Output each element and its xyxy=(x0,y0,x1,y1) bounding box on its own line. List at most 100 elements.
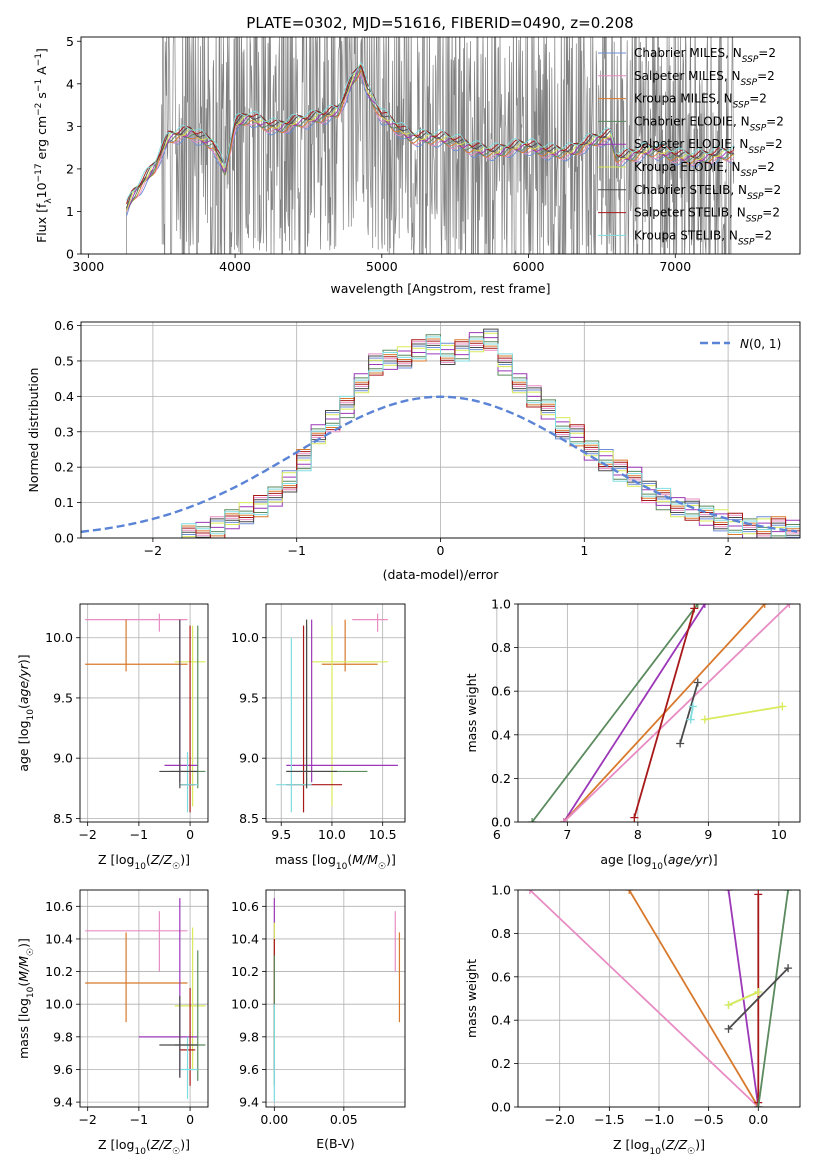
y-tick-label: 10.4 xyxy=(231,931,259,946)
axis-frame: −2 −1 0 9.4 9.6 9.8 10.0 10.2 10.4 10.6 Z [log10(Z… xyxy=(16,889,209,1157)
axes-border xyxy=(265,889,406,1108)
axis-frame: −2 −1 0 1 2 0.0 0.1 0.2 0.3 0.4 0.5 0.6 N(0, 1) (data… xyxy=(26,318,801,582)
x-axis-label: Z [log10(Z/Z☉)] xyxy=(98,852,190,872)
x-tick-label: −2 xyxy=(78,1112,96,1127)
legend-label: Kroupa MILES, NSSP=2 xyxy=(634,92,767,111)
plot-area xyxy=(85,898,206,1099)
y-tick-label: 5 xyxy=(66,34,74,49)
y-tick-label: 1.0 xyxy=(491,597,511,612)
plot-area xyxy=(525,890,793,1107)
x-tick-label: 6 xyxy=(493,827,501,842)
x-axis-label: wavelength [Angstrom, rest frame] xyxy=(330,281,550,296)
x-tick-label: 2 xyxy=(724,543,732,558)
y-tick-label: 10.6 xyxy=(231,899,259,914)
y-tick-label: 9.8 xyxy=(239,1029,259,1044)
x-tick-label: 0 xyxy=(437,543,445,558)
x-tick-label: 0 xyxy=(186,827,194,842)
axes-border xyxy=(79,889,209,1108)
legend-label: Salpeter MILES, NSSP=2 xyxy=(634,69,775,88)
mass-weight-marker xyxy=(693,678,702,687)
y-tick-label: 0.0 xyxy=(491,815,511,830)
x-axis-label: E(B-V) xyxy=(316,1136,355,1151)
x-tick-label: 4000 xyxy=(219,259,251,274)
x-tick-label: −1 xyxy=(130,1112,148,1127)
mass-weight-line xyxy=(704,705,783,721)
y-tick-label: 10.0 xyxy=(231,630,259,645)
y-axis-label: mass weight xyxy=(464,673,479,752)
mass-weight-marker xyxy=(784,890,793,894)
legend: Chabrier MILES, NSSP=2 Salpeter MILES, NS… xyxy=(598,46,784,247)
x-tick-label: 0.00 xyxy=(260,1112,288,1127)
y-tick-label: 9.0 xyxy=(239,751,259,766)
legend-label: Chabrier ELODIE, NSSP=2 xyxy=(634,114,784,133)
mass-weight-line xyxy=(633,608,696,818)
gridlines xyxy=(80,890,208,1107)
axis-frame: −2.0 −1.5 −1.0 −0.5 0.0 0.0 0.2 0.4 0.6 0.8 1.0 Z [… xyxy=(464,883,801,1157)
y-tick-label: 9.4 xyxy=(53,1095,73,1110)
y-tick-label: 9.6 xyxy=(53,1062,73,1077)
mass-weight-marker xyxy=(724,1001,733,1010)
axes-mass_weight_vs_age: 6 7 8 9 10 0.0 0.2 0.4 0.6 0.8 1.0 age [log10(age/y… xyxy=(464,597,801,872)
mass-weight-marker xyxy=(760,604,769,608)
histogram-step xyxy=(81,336,800,538)
y-tick-label: 10.6 xyxy=(45,899,73,914)
y-tick-label: 2 xyxy=(66,161,74,176)
x-tick-label: 0.05 xyxy=(330,1112,358,1127)
y-tick-label: 0.6 xyxy=(491,969,511,984)
axes-age_vs_mass: 9.5 10.0 10.5 8.5 9.0 9.5 10.0 mass [log10(M/M☉… xyxy=(231,603,406,872)
y-tick-label: 4 xyxy=(66,76,74,91)
x-tick-label: −2 xyxy=(78,827,96,842)
y-axis-label: mass weight xyxy=(464,959,479,1038)
axes-residuals: −2 −1 0 1 2 0.0 0.1 0.2 0.3 0.4 0.5 0.6 N(0, 1) (data… xyxy=(26,318,801,582)
model-spectrum-line xyxy=(126,61,735,201)
mass-weight-line xyxy=(529,890,759,1107)
mass-weight-marker xyxy=(686,715,695,724)
y-tick-label: 0.4 xyxy=(491,1013,511,1028)
model-spectrum-line xyxy=(126,65,735,210)
legend-label: Kroupa STELIB, NSSP=2 xyxy=(634,228,772,247)
x-tick-label: −2 xyxy=(144,543,162,558)
axes-mass_weight_vs_Z: −2.0 −1.5 −1.0 −0.5 0.0 0.0 0.2 0.4 0.6 0.8 1.0 Z [… xyxy=(464,883,801,1157)
axes-mass_vs_EBV: 0.00 0.05 9.4 9.6 9.8 10.0 10.2 10.4 10.6 xyxy=(231,889,406,1127)
y-tick-label: 0.2 xyxy=(54,460,74,475)
legend-label: Salpeter STELIB, NSSP=2 xyxy=(634,206,780,225)
y-tick-label: 9.0 xyxy=(53,751,73,766)
axes-border xyxy=(80,36,801,255)
x-tick-label: 0 xyxy=(186,1112,194,1127)
y-tick-label: 0.5 xyxy=(54,353,74,368)
gridlines xyxy=(266,890,405,1107)
y-tick-label: 1.0 xyxy=(491,883,511,898)
axes-border xyxy=(265,603,406,823)
axes-border xyxy=(79,603,209,823)
mass-weight-marker xyxy=(754,987,763,996)
x-axis-label: Z [log10(Z/Z☉)] xyxy=(613,1137,705,1157)
legend-label: Kroupa ELODIE, NSSP=2 xyxy=(634,160,775,179)
model-spectrum-line xyxy=(126,69,735,210)
plot-area xyxy=(276,613,398,813)
y-tick-label: 0.6 xyxy=(491,684,511,699)
mass-weight-line xyxy=(757,890,789,1107)
axes-spectrum: 3000 4000 5000 6000 7000 0 1 2 3 4 5 wavelength [An… xyxy=(34,34,801,296)
x-tick-label: 6000 xyxy=(513,259,545,274)
x-axis-label: mass [log10(M/M☉)] xyxy=(275,852,396,872)
x-tick-label: 5000 xyxy=(366,259,398,274)
x-tick-label: 10 xyxy=(771,827,787,842)
x-tick-label: 9 xyxy=(704,827,712,842)
y-tick-label: 0.3 xyxy=(54,424,74,439)
y-tick-label: 10.0 xyxy=(45,630,73,645)
x-tick-label: −1.5 xyxy=(594,1112,624,1127)
mass-weight-marker xyxy=(525,890,534,894)
plot-area xyxy=(126,37,735,254)
axes-border xyxy=(517,603,801,823)
y-tick-label: 0.4 xyxy=(491,727,511,742)
x-tick-label: −0.5 xyxy=(693,1112,723,1127)
y-axis-label: age [log10(age/yr)] xyxy=(16,654,36,771)
axes-mass_vs_Z: −2 −1 0 9.4 9.6 9.8 10.0 10.2 10.4 10.6 Z [log10(Z… xyxy=(16,889,209,1157)
y-tick-label: 0.4 xyxy=(54,389,74,404)
x-tick-label: −2.0 xyxy=(545,1112,575,1127)
axes-border xyxy=(517,889,801,1108)
y-tick-label: 9.5 xyxy=(53,690,73,705)
x-tick-label: −1.0 xyxy=(644,1112,674,1127)
y-tick-label: 1 xyxy=(66,204,74,219)
